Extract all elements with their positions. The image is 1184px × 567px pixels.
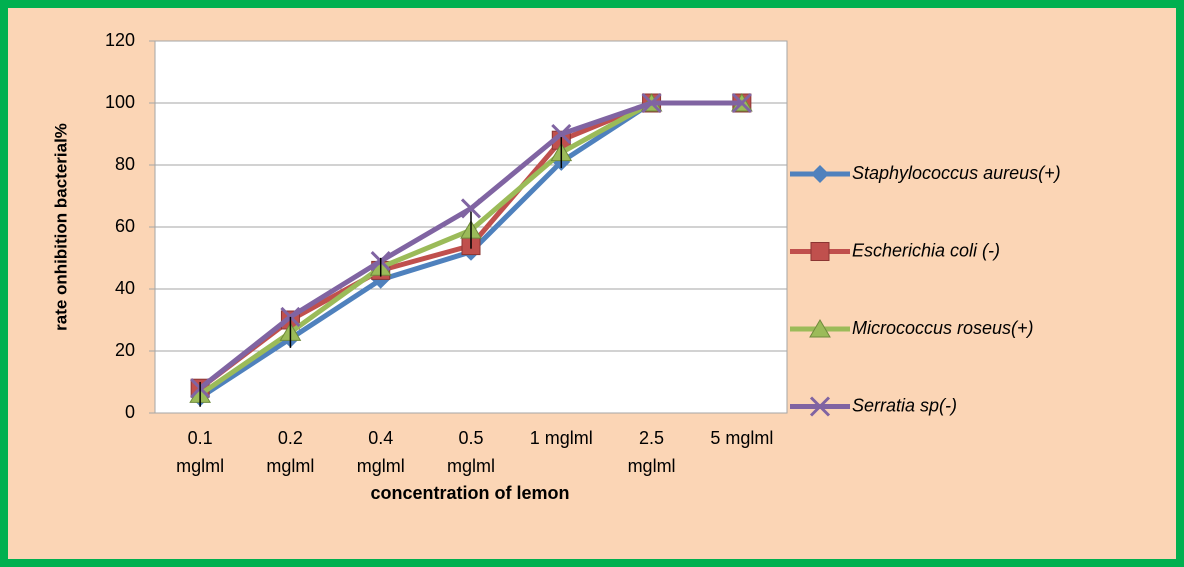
- legend-label: Serratia sp(-): [852, 395, 957, 415]
- y-tick-label: 40: [115, 278, 135, 298]
- x-tick-label: 0.1 mglml: [176, 428, 225, 476]
- y-tick-label: 20: [115, 340, 135, 360]
- x-tick-label: 0.5 mglml: [447, 428, 495, 476]
- x-tick-label: 0.2 mglml: [266, 428, 315, 476]
- y-tick-label: 60: [115, 216, 135, 236]
- marker: [460, 198, 482, 219]
- x-axis-title: concentration of lemon: [370, 483, 569, 503]
- legend-marker: [810, 242, 830, 261]
- legend-marker: [811, 165, 829, 183]
- marker: [641, 92, 662, 114]
- legend-label: Micrococcus roseus(+): [852, 318, 1034, 338]
- marker: [731, 92, 752, 114]
- legend-marker: [809, 396, 831, 417]
- legend-label: Escherichia coli (-): [852, 240, 1000, 260]
- legend-marker: [809, 319, 831, 338]
- legend-label: Staphylococcus aureus(+): [852, 163, 1061, 183]
- x-tick-label: 5 mglml: [710, 428, 774, 448]
- x-tick-label: 2.5 mglml: [627, 428, 676, 476]
- y-tick-label: 120: [105, 30, 135, 50]
- y-tick-label: 100: [105, 92, 135, 112]
- x-tick-label: 0.4 mglml: [356, 428, 405, 476]
- x-tick-label: 1 mglml: [529, 428, 593, 448]
- marker: [551, 123, 572, 145]
- y-tick-label: 80: [115, 154, 135, 174]
- y-axis-title: rate onhibition bacterial%: [51, 123, 70, 331]
- y-tick-label: 0: [125, 402, 135, 422]
